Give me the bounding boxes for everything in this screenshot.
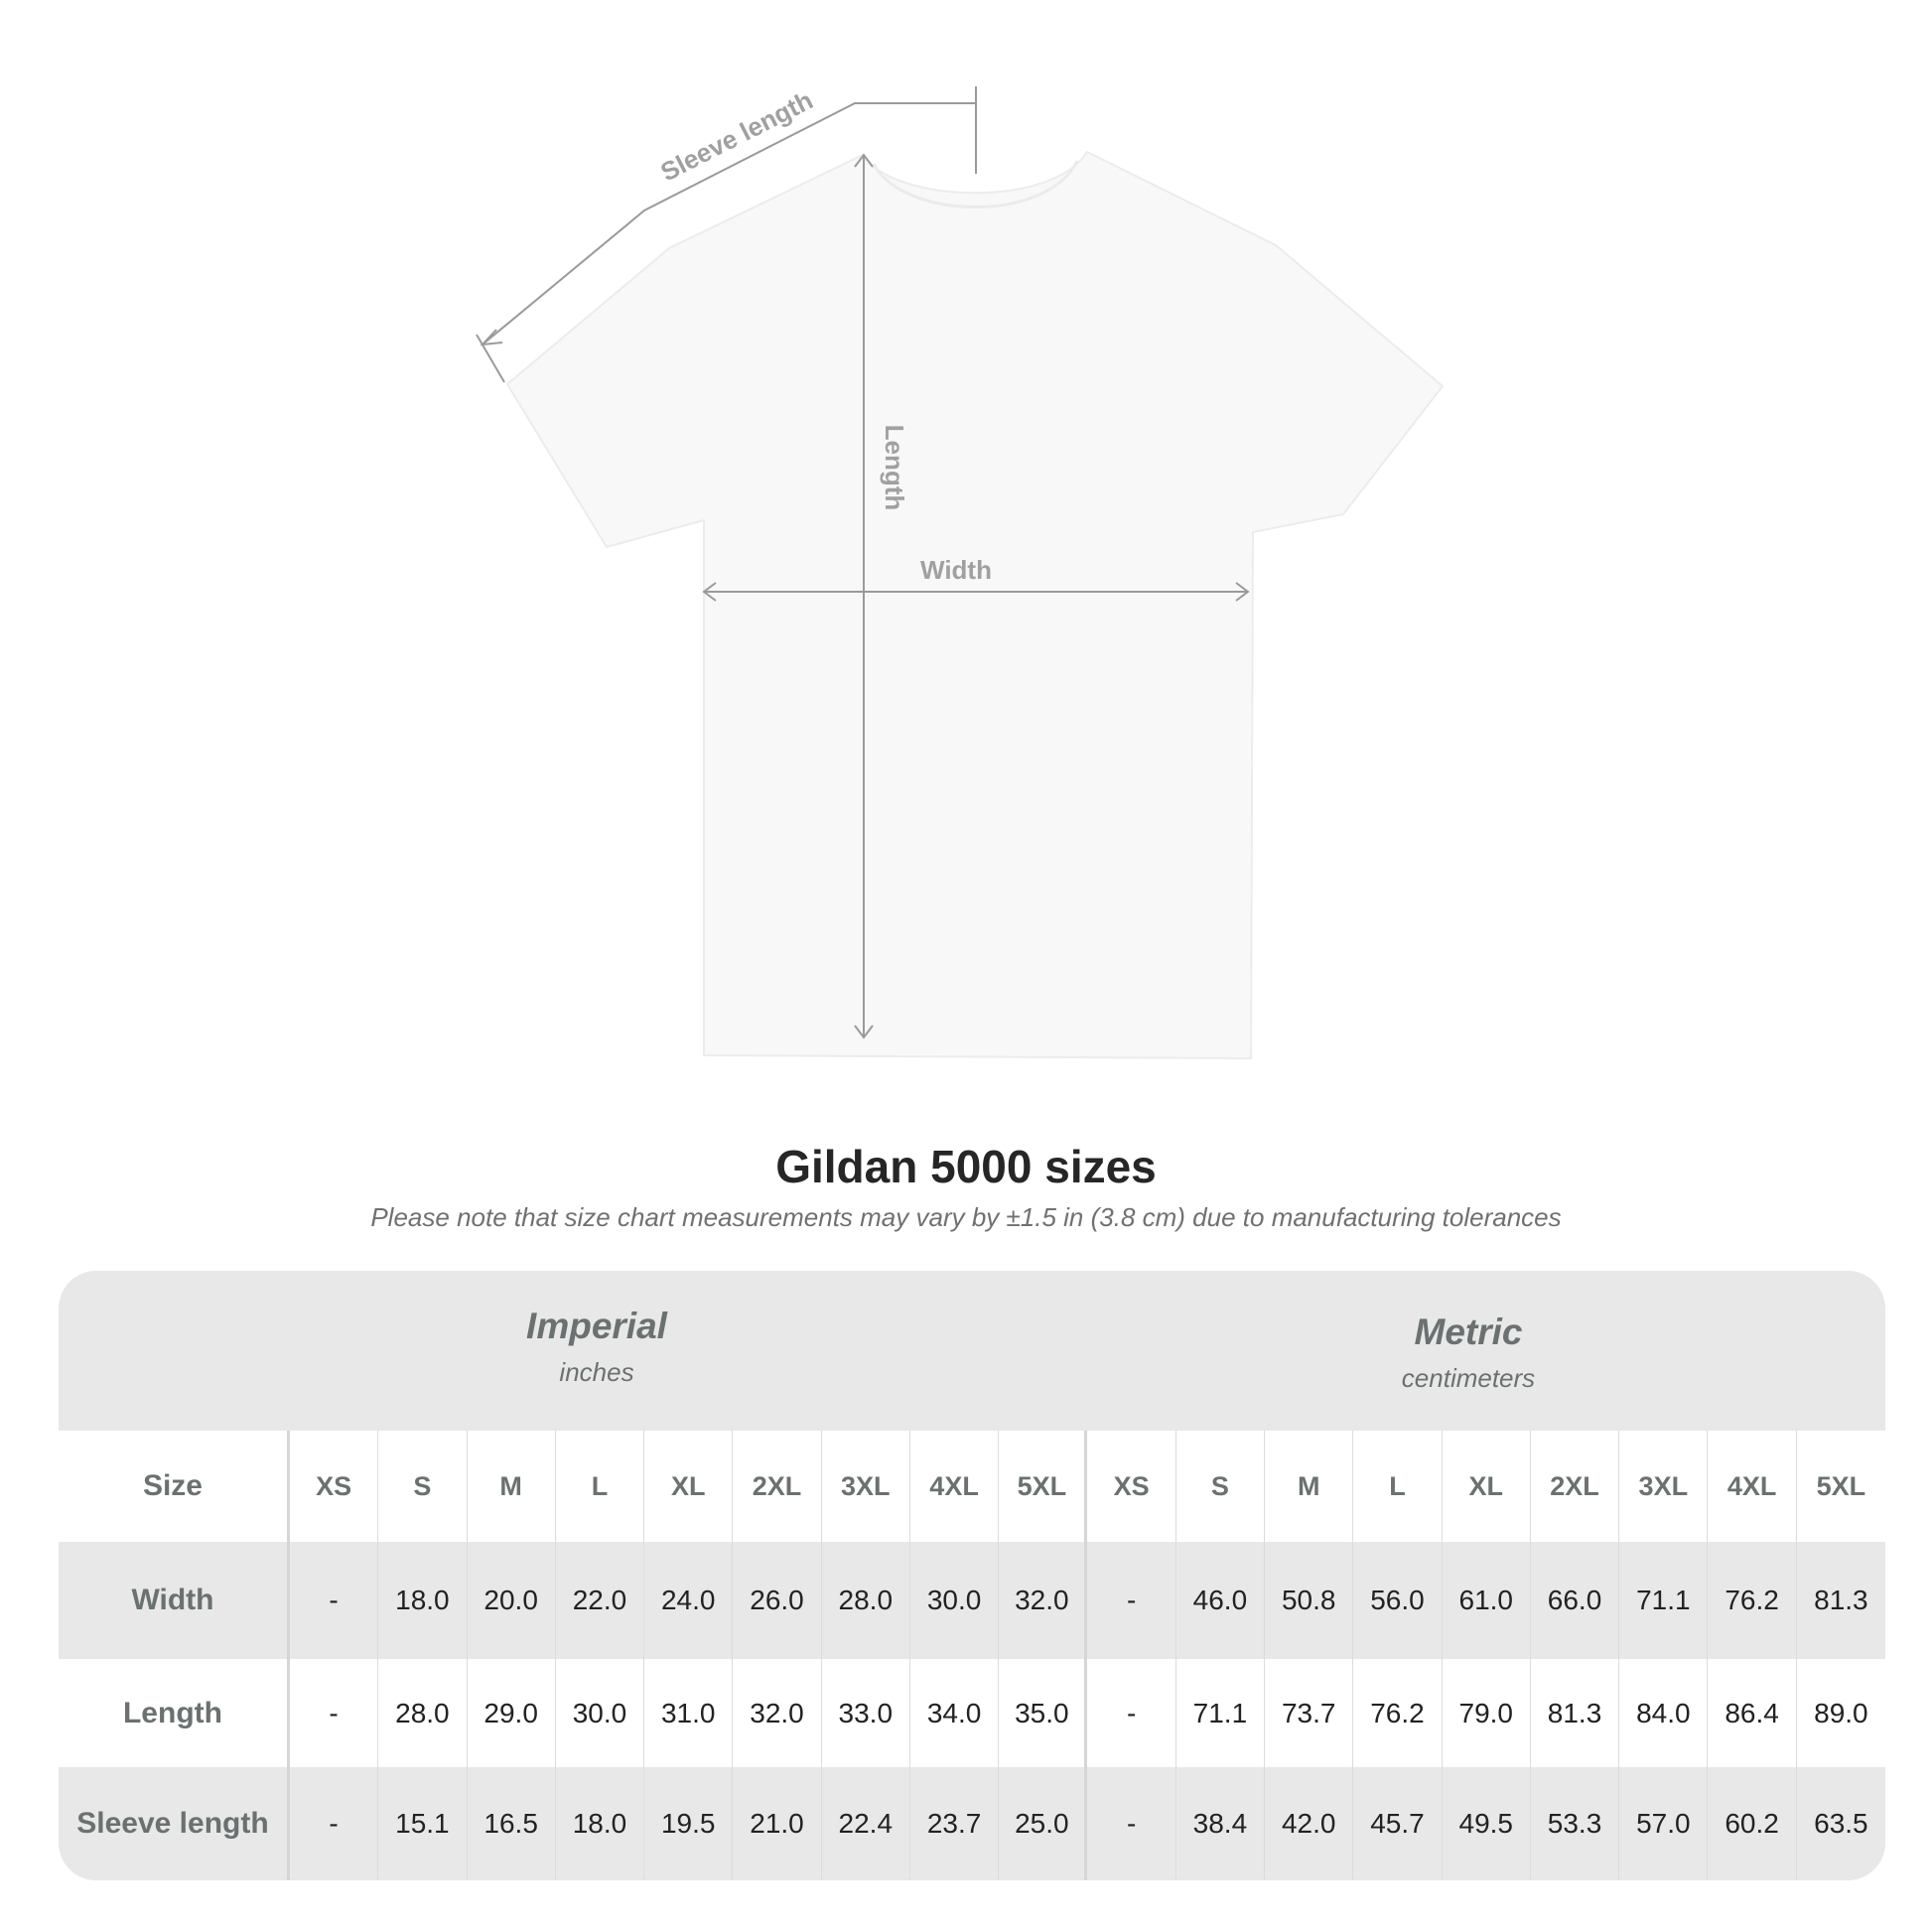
metric-unit: centimeters bbox=[1401, 1363, 1536, 1393]
metric-size-header: 4XL bbox=[1708, 1431, 1797, 1542]
tolerance-note: Please note that size chart measurements… bbox=[370, 1202, 1562, 1232]
row-label: Length bbox=[59, 1659, 290, 1767]
metric-value-cell: 53.3 bbox=[1531, 1767, 1620, 1880]
metric-size-header: 5XL bbox=[1816, 1470, 1866, 1501]
imperial-value-cell: 30.0 bbox=[556, 1659, 645, 1767]
imperial-value-cell: 35.0 bbox=[999, 1659, 1088, 1767]
row-label: Width bbox=[59, 1542, 290, 1659]
width-label: Width bbox=[920, 555, 992, 585]
imperial-value-cell: 19.5 bbox=[644, 1767, 734, 1880]
table-row-sleeve-length: Sleeve length -15.1 16.5 18.0 19.5 21.0 22.4 23… bbox=[59, 1767, 1885, 1880]
metric-value-cell: 56.0 bbox=[1353, 1542, 1443, 1659]
imperial-value-cell: - bbox=[290, 1767, 379, 1880]
length-line bbox=[854, 153, 874, 1039]
imperial-size-header: 3XL bbox=[822, 1431, 910, 1542]
length-label: Length bbox=[880, 425, 909, 511]
metric-value-cell: 42.0 bbox=[1265, 1767, 1354, 1880]
metric-value-cell: 76.2 bbox=[1353, 1659, 1443, 1767]
metric-value-cell: 73.7 bbox=[1265, 1659, 1354, 1767]
sleeve-length-label: Sleeve length bbox=[656, 85, 818, 188]
metric-value-cell: 49.5 bbox=[1443, 1767, 1531, 1880]
imperial-value-cell: 22.0 bbox=[556, 1542, 645, 1659]
imperial-label: Imperial bbox=[526, 1306, 667, 1346]
metric-value-cell: - bbox=[1087, 1659, 1176, 1767]
imperial-value-cell: 28.0 bbox=[822, 1542, 910, 1659]
metric-size-header: 3XL bbox=[1619, 1431, 1709, 1542]
imperial-value-cell: 32.0 bbox=[999, 1542, 1088, 1659]
imperial-value-cell: 18.0 bbox=[556, 1767, 645, 1880]
imperial-value-cell: 20.0 bbox=[468, 1542, 556, 1659]
metric-value-cell: 79.0 bbox=[1443, 1659, 1531, 1767]
metric-value-cell: 57.0 bbox=[1619, 1767, 1709, 1880]
metric-value-cell: - bbox=[1087, 1542, 1176, 1659]
imperial-size-header: XL bbox=[644, 1431, 734, 1542]
imperial-value-cell: 29.0 bbox=[468, 1659, 556, 1767]
row-label: Sleeve length bbox=[59, 1767, 290, 1880]
metric-value-cell: 38.4 bbox=[1176, 1767, 1266, 1880]
imperial-value-cell: 22.4 bbox=[822, 1767, 910, 1880]
imperial-value-cell: 16.5 bbox=[468, 1767, 556, 1880]
sleeve-length-line bbox=[476, 86, 977, 383]
metric-size-header: S bbox=[1176, 1431, 1266, 1542]
imperial-size-header: XS bbox=[290, 1431, 379, 1542]
metric-value-cell: 81.3 bbox=[1814, 1585, 1868, 1615]
table-row-length: Length -28.0 29.0 30.0 31.0 32.0 33.0 34.0 35.0-… bbox=[59, 1659, 1885, 1767]
tshirt-image bbox=[505, 150, 1445, 1060]
imperial-value-cell: 33.0 bbox=[822, 1659, 910, 1767]
imperial-size-header: M bbox=[468, 1431, 556, 1542]
imperial-size-header: 4XL bbox=[910, 1431, 1000, 1542]
tshirt-diagram: Sleeve length Length Width bbox=[476, 85, 1445, 1060]
metric-header: Metric centimeters bbox=[1268, 1311, 1669, 1394]
metric-value-cell: 71.1 bbox=[1176, 1659, 1266, 1767]
metric-value-cell: 46.0 bbox=[1176, 1542, 1266, 1659]
imperial-value-cell: 18.0 bbox=[378, 1542, 468, 1659]
metric-value-cell: 50.8 bbox=[1265, 1542, 1354, 1659]
width-line bbox=[702, 582, 1250, 602]
metric-value-cell: 86.4 bbox=[1708, 1659, 1797, 1767]
imperial-value-cell: 26.0 bbox=[733, 1542, 822, 1659]
tshirt-collar bbox=[872, 160, 1079, 208]
metric-value-cell: 63.5 bbox=[1814, 1808, 1868, 1839]
imperial-size-header: S bbox=[378, 1431, 468, 1542]
imperial-value-cell: 25.0 bbox=[999, 1767, 1088, 1880]
imperial-value-cell: 21.0 bbox=[733, 1767, 822, 1880]
imperial-value-cell: 30.0 bbox=[910, 1542, 1000, 1659]
imperial-size-header: 5XL bbox=[999, 1431, 1088, 1542]
metric-value-cell: 71.1 bbox=[1619, 1542, 1709, 1659]
metric-value-cell: 76.2 bbox=[1708, 1542, 1797, 1659]
imperial-value-cell: 28.0 bbox=[378, 1659, 468, 1767]
imperial-value-cell: 34.0 bbox=[910, 1659, 1000, 1767]
size-row: Size XS S M L XL 2XL 3XL 4XL 5XL XS S M L XL 2XL 3XL 4XL 5… bbox=[59, 1431, 1885, 1542]
metric-value-cell: 45.7 bbox=[1353, 1767, 1443, 1880]
imperial-size-header: L bbox=[556, 1431, 645, 1542]
metric-label: Metric bbox=[1414, 1311, 1523, 1352]
imperial-value-cell: - bbox=[290, 1542, 379, 1659]
metric-size-header: XS bbox=[1087, 1431, 1176, 1542]
imperial-value-cell: - bbox=[290, 1659, 379, 1767]
imperial-value-cell: 24.0 bbox=[644, 1542, 734, 1659]
metric-size-header: XL bbox=[1443, 1431, 1531, 1542]
imperial-size-header: 2XL bbox=[733, 1431, 822, 1542]
table-row-width: Width -18.0 20.0 22.0 24.0 26.0 28.0 30.0 32.0-4… bbox=[59, 1542, 1885, 1659]
metric-size-header: L bbox=[1353, 1431, 1443, 1542]
metric-value-cell: 84.0 bbox=[1619, 1659, 1709, 1767]
imperial-value-cell: 31.0 bbox=[644, 1659, 734, 1767]
metric-value-cell: 61.0 bbox=[1443, 1542, 1531, 1659]
metric-value-cell: 89.0 bbox=[1814, 1697, 1868, 1728]
metric-size-header: M bbox=[1265, 1431, 1354, 1542]
imperial-value-cell: 32.0 bbox=[733, 1659, 822, 1767]
imperial-header: Imperial inches bbox=[396, 1306, 797, 1388]
metric-value-cell: 66.0 bbox=[1531, 1542, 1620, 1659]
metric-size-header: 2XL bbox=[1531, 1431, 1620, 1542]
metric-value-cell: 60.2 bbox=[1708, 1767, 1797, 1880]
size-table: Imperial inches Metric centimeters Size X… bbox=[59, 1271, 1885, 1880]
chart-title: Gildan 5000 sizes bbox=[775, 1141, 1157, 1192]
imperial-value-cell: 15.1 bbox=[378, 1767, 468, 1880]
imperial-value-cell: 23.7 bbox=[910, 1767, 1000, 1880]
imperial-unit: inches bbox=[559, 1357, 634, 1387]
size-header-label: Size bbox=[59, 1431, 290, 1542]
metric-value-cell: - bbox=[1087, 1767, 1176, 1880]
metric-value-cell: 81.3 bbox=[1531, 1659, 1620, 1767]
